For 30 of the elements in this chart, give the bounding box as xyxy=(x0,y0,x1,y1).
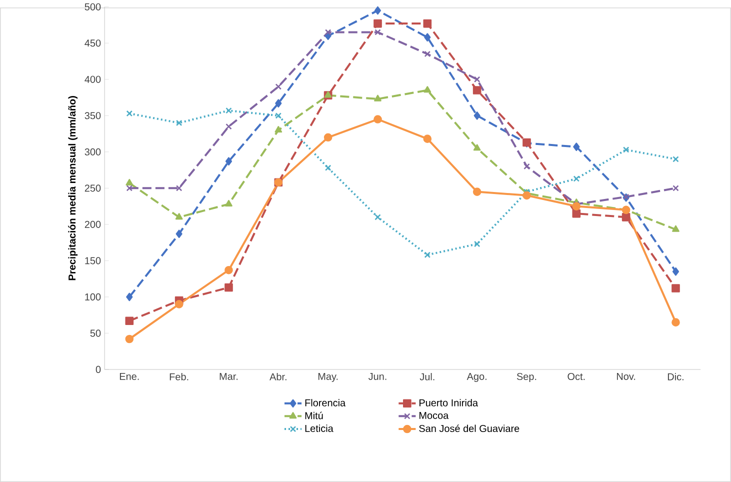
y-tick-label: 50 xyxy=(90,330,101,337)
x-tick-label: Abr. xyxy=(270,372,286,380)
y-axis-title: Precipitación media mensual (mm/año) xyxy=(68,96,78,280)
y-tick-label: 400 xyxy=(84,76,101,83)
x-tick-label: Jul. xyxy=(420,372,434,380)
y-tick-label: 100 xyxy=(85,293,101,300)
y-tick-label: 500 xyxy=(84,3,101,10)
x-tick-label: Nov. xyxy=(616,372,636,380)
legend-label: Mocoa xyxy=(420,412,449,419)
y-tick-label: 0 xyxy=(96,366,101,373)
y-tick-label: 450 xyxy=(84,40,101,47)
x-tick-label: Feb. xyxy=(170,372,188,380)
y-tick-label: 200 xyxy=(84,220,101,228)
x-tick-label: Dic. xyxy=(668,372,684,380)
legend-label: Florencia xyxy=(305,399,346,406)
x-tick-label: Ago. xyxy=(466,372,486,382)
y-tick-label: 350 xyxy=(84,112,101,120)
x-tick-label: Oct. xyxy=(568,372,585,380)
legend-label: Puerto Inirida xyxy=(420,399,478,406)
x-tick-label: Sep. xyxy=(516,372,536,382)
y-tick-label: 250 xyxy=(84,184,101,192)
legend-label: Mitú xyxy=(305,412,323,420)
y-tick-label: 150 xyxy=(85,257,101,264)
x-tick-label: Ene. xyxy=(120,372,139,380)
legend-label: Leticia xyxy=(305,424,334,432)
y-tick-label: 300 xyxy=(84,148,101,156)
x-tick-label: Mar. xyxy=(220,372,238,380)
legend-label: San José del Guaviare xyxy=(419,424,520,432)
x-tick-label: May. xyxy=(318,372,338,382)
x-tick-label: Jun. xyxy=(368,372,386,380)
